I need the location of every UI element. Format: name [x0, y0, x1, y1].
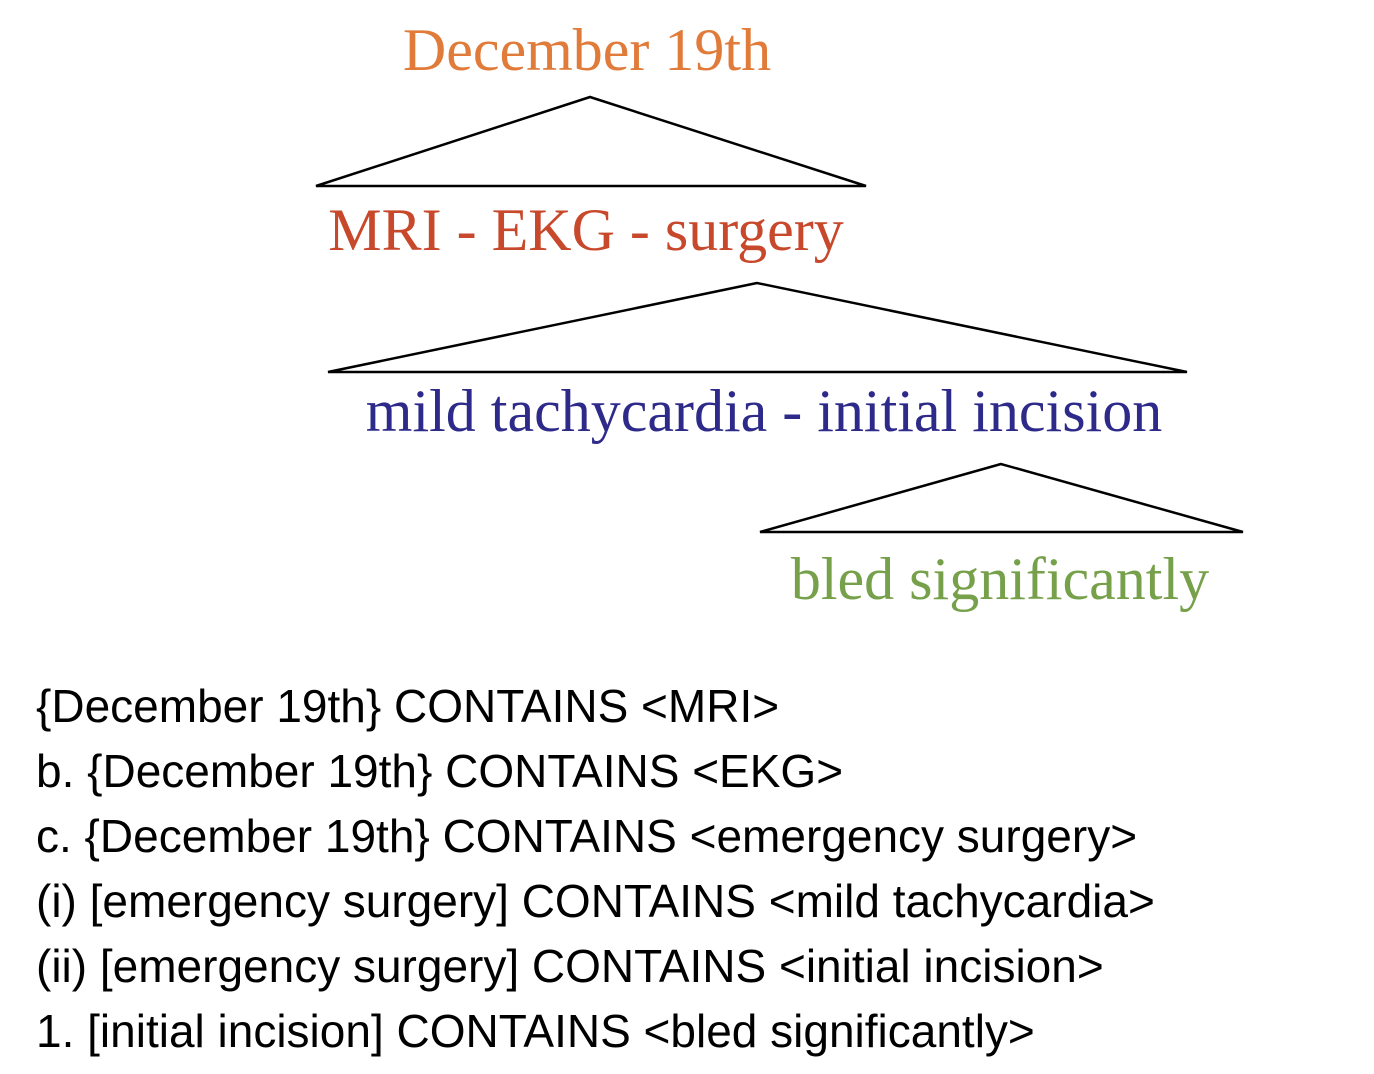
relation-item: 1. [initial incision] CONTAINS <bled sig… [36, 1005, 1035, 1057]
relation-item: {December 19th} CONTAINS <MRI> [36, 680, 780, 732]
relation-item: (i) [emergency surgery] CONTAINS <mild t… [36, 875, 1155, 927]
containment-tree: December 19th MRI - EKG - surgery mild t… [315, 17, 1244, 612]
node-procedures: MRI - EKG - surgery [328, 197, 844, 263]
node-surgery-events: mild tachycardia - initial incision [365, 378, 1163, 444]
node-incision-events: bled significantly [790, 546, 1210, 612]
triangle-december-to-procedures [315, 95, 867, 188]
tree-edges [315, 95, 1244, 534]
triangle-surgery-events-to-incision-events [759, 462, 1244, 534]
relation-item: b. {December 19th} CONTAINS <EKG> [36, 745, 844, 797]
relation-item: (ii) [emergency surgery] CONTAINS <initi… [36, 940, 1104, 992]
relation-list: {December 19th} CONTAINS <MRI> b. {Decem… [36, 674, 1155, 1064]
triangle-procedures-to-surgery-events [327, 281, 1188, 374]
relation-item: c. {December 19th} CONTAINS <emergency s… [36, 810, 1138, 862]
node-december: December 19th [402, 17, 772, 83]
